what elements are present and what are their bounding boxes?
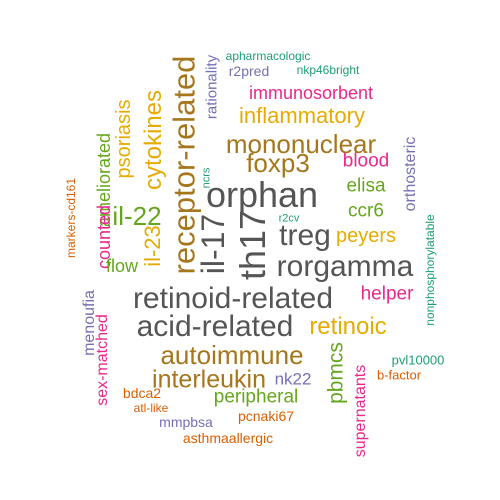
- word-receptor-related: receptor-related: [166, 55, 202, 275]
- word-peyers: peyers: [335, 225, 397, 247]
- word-nkp46bright: nkp46bright: [296, 63, 360, 77]
- word-rorgamma: rorgamma: [276, 250, 414, 283]
- word-peripheral: peripheral: [213, 386, 299, 408]
- word-r2pred: r2pred: [228, 63, 270, 79]
- word-atl-like: atl-like: [133, 401, 169, 415]
- word-markers-cd161: markers-cd161: [64, 177, 78, 259]
- word-acid-related: acid-related: [136, 310, 294, 343]
- word-psoriasis: psoriasis: [113, 99, 135, 179]
- word-supernatants: supernatants: [352, 364, 369, 458]
- word-th17: th17: [232, 209, 273, 281]
- word-mmpbsa: mmpbsa: [159, 414, 213, 430]
- word-il-23: il-23: [140, 225, 165, 267]
- word-b-factor: b-factor: [376, 367, 422, 383]
- word-blood: blood: [342, 150, 390, 172]
- word-inflammatory: inflammatory: [239, 103, 365, 128]
- word-orphan: orphan: [205, 174, 319, 215]
- word-orthosteric: orthosteric: [402, 136, 419, 212]
- word-foxp3: foxp3: [246, 148, 310, 178]
- word-r2cv: r2cv: [278, 212, 300, 225]
- word-pvl10000: pvl10000: [391, 352, 445, 368]
- word-sex-matched: sex-matched: [94, 314, 111, 406]
- word-flow: flow: [105, 256, 139, 276]
- word-rationality: rationality: [203, 54, 221, 120]
- word-immunosorbent: immunosorbent: [248, 83, 374, 103]
- word-mononuclear: mononuclear: [225, 129, 377, 159]
- word-nonphosphorylatable: nonphosphorylatable: [423, 214, 437, 326]
- word-interleukin: interleukin: [152, 365, 266, 394]
- word-helper: helper: [360, 283, 414, 305]
- word-pbmcs: pbmcs: [324, 342, 348, 404]
- word-nk22: nk22: [274, 369, 312, 389]
- word-bdca2: bdca2: [122, 385, 162, 401]
- word-il-17: il-17: [195, 213, 231, 275]
- word-pcnaki67: pcnaki67: [237, 408, 295, 424]
- word-asthmaallergic: asthmaallergic: [182, 430, 274, 446]
- word-retinoid-related: retinoid-related: [132, 282, 334, 315]
- word-ccr6: ccr6: [348, 200, 384, 222]
- word-cytokines: cytokines: [140, 89, 167, 191]
- word-elisa: elisa: [346, 175, 386, 197]
- word-treg: treg: [279, 219, 331, 252]
- word-apharmacologic: apharmacologic: [225, 49, 311, 63]
- word-autoimmune: autoimmune: [160, 340, 304, 370]
- word-retinoic: retinoic: [309, 313, 387, 340]
- word-il-22: il-22: [112, 201, 162, 231]
